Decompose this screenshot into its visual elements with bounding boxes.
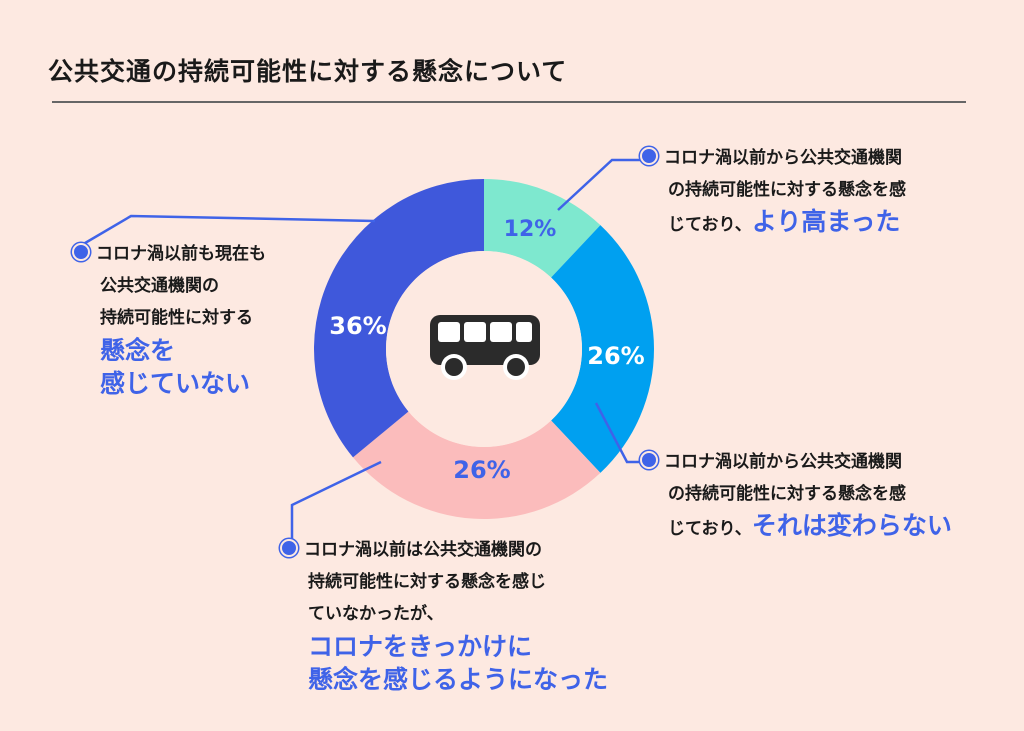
label-rose: コロナ渦以前から公共交通機関 の持続可能性に対する懸念を感 じており、より高まっ… [640, 142, 906, 241]
highlight-new-1: コロナをきっかけに [308, 632, 533, 661]
donut-slices [314, 179, 654, 519]
pct-label-none: 36% [329, 312, 386, 340]
bullet-dot-icon [280, 539, 298, 557]
pct-label-new: 26% [453, 456, 510, 484]
bullet-dot-icon [640, 451, 658, 469]
bullet-dot-icon [72, 243, 90, 261]
slice-new [353, 411, 601, 519]
pct-label-same: 26% [587, 342, 644, 370]
slice-rose [484, 179, 601, 278]
highlight-none-2: 感じていない [100, 369, 251, 398]
label-none: コロナ渦以前も現在も 公共交通機関の 持続可能性に対する 懸念を 感じていない [72, 238, 266, 400]
leader-line-rose [557, 158, 646, 211]
bullet-dot-icon [640, 147, 658, 165]
page-title: 公共交通の持続可能性に対する懸念について [48, 57, 568, 86]
label-same: コロナ渦以前から公共交通機関 の持続可能性に対する懸念を感 じており、それは変わ… [640, 446, 952, 545]
leader-line-new [290, 460, 382, 548]
slice-same [551, 225, 654, 473]
bus-icon [430, 315, 540, 380]
highlight-none-1: 懸念を [100, 336, 176, 365]
slice-none [314, 179, 484, 458]
title-divider [52, 101, 966, 103]
leader-line-none [79, 214, 376, 248]
highlight-new-2: 懸念を感じるようになった [308, 665, 609, 694]
pct-label-rose: 12% [504, 217, 557, 242]
label-new: コロナ渦以前は公共交通機関の 持続可能性に対する懸念を感じ ていなかったが、 コ… [280, 534, 608, 696]
leader-line-same [594, 402, 646, 464]
highlight-rose: より高まった [751, 207, 901, 236]
highlight-same: それは変わらない [751, 511, 952, 540]
